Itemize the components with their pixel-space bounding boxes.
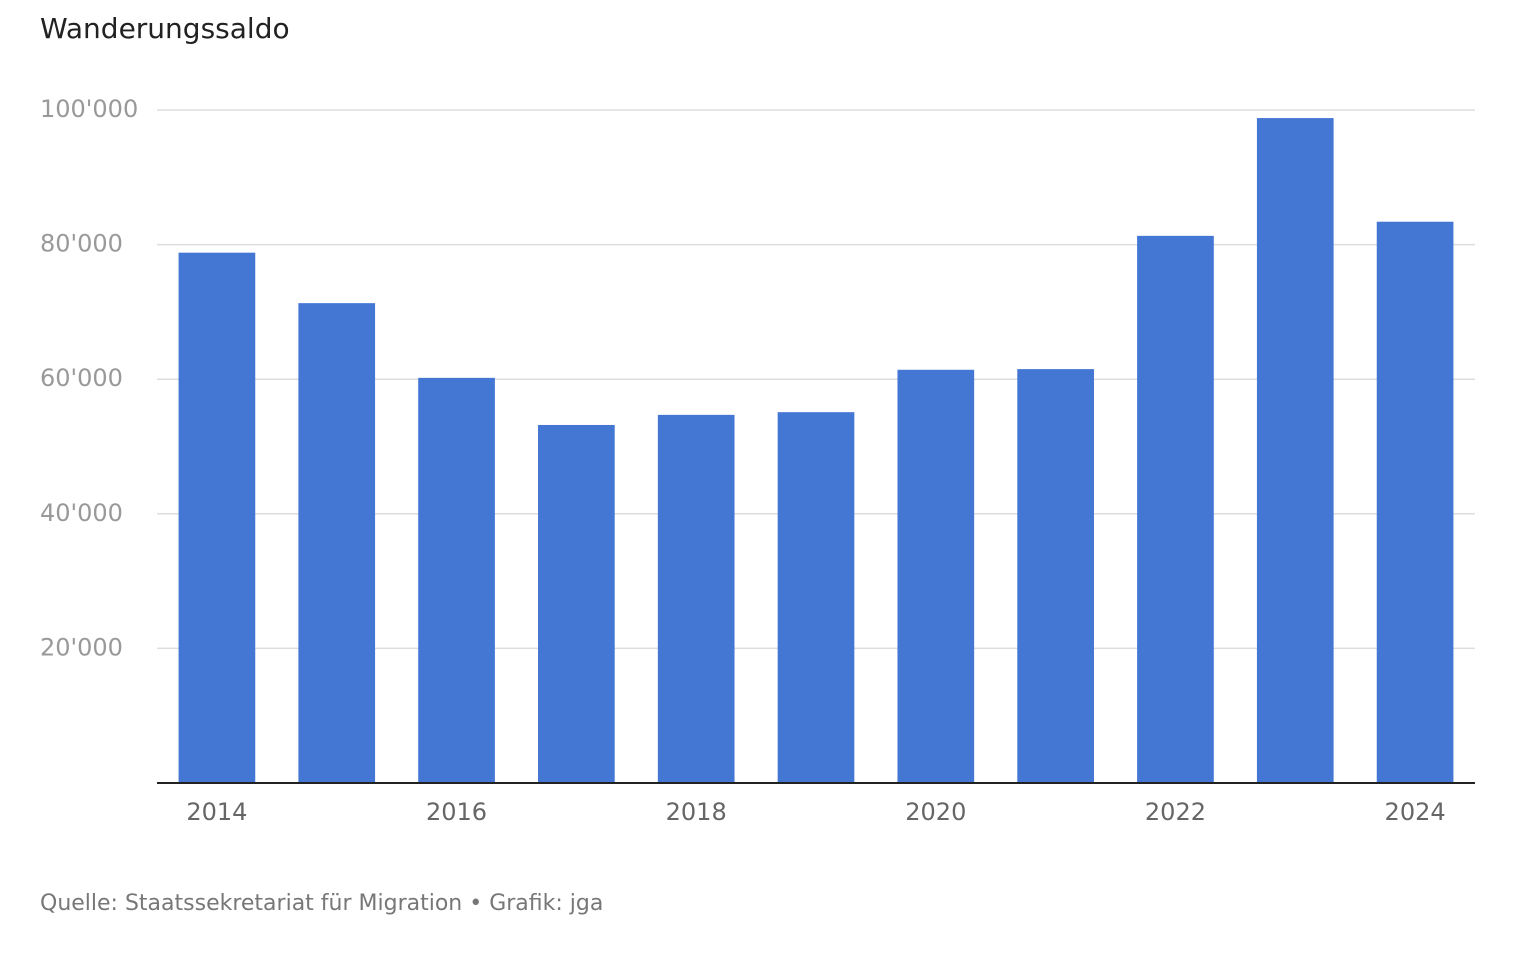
bar [418,377,495,783]
y-tick-label: 20'000 [40,633,123,661]
chart-title: Wanderungssaldo [40,12,290,45]
x-tick-label: 2018 [666,798,727,826]
bar [657,414,735,783]
y-tick-label: 80'000 [40,230,123,258]
x-tick-label: 2022 [1145,798,1206,826]
y-tick-label: 100'000 [40,95,138,123]
bar [538,424,615,783]
bar [298,303,376,783]
source-note: Quelle: Staatssekretariat für Migration … [40,891,603,916]
y-tick-label: 60'000 [40,364,123,392]
x-tick-label: 2014 [186,798,247,826]
bar [1017,369,1094,783]
x-tick-label: 2016 [426,798,487,826]
bar [178,252,256,783]
x-tick-label: 2024 [1385,798,1446,826]
bar [1256,118,1334,784]
x-tick-label: 2020 [905,798,966,826]
bar [1376,221,1454,783]
y-tick-label: 40'000 [40,499,123,527]
bar [897,369,975,783]
bar [1137,235,1214,783]
bar [777,412,855,783]
